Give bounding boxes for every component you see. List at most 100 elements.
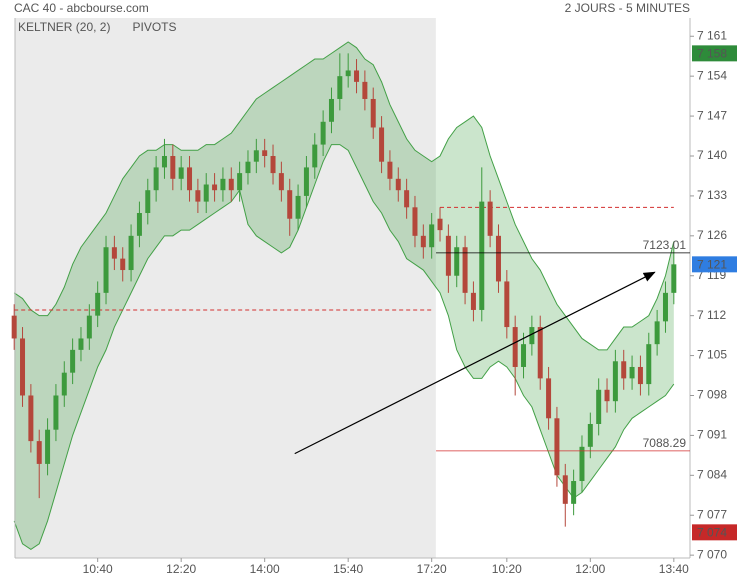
candle-body xyxy=(203,184,209,202)
candle-body xyxy=(470,292,476,310)
y-tick-label: 7 154 xyxy=(697,68,727,82)
candle-body xyxy=(212,184,218,191)
candle-body xyxy=(195,190,201,202)
candle-body xyxy=(262,150,268,156)
candle-body xyxy=(337,76,343,99)
candle-body xyxy=(345,70,351,77)
price-tag-label: 7 074 xyxy=(697,526,727,540)
candle-body xyxy=(429,224,435,248)
x-tick-label: 12:20 xyxy=(166,562,196,576)
candle-body xyxy=(370,98,376,128)
y-tick-label: 7 091 xyxy=(697,428,727,442)
candle-body xyxy=(554,418,560,476)
y-tick-label: 7 084 xyxy=(697,467,727,481)
candle-body xyxy=(303,167,309,196)
chart-subtitle: 2 JOURS - 5 MINUTES xyxy=(565,1,690,15)
candle-body xyxy=(420,235,426,248)
candle-body xyxy=(170,155,176,179)
y-tick-label: 7 070 xyxy=(697,547,727,561)
candle-body xyxy=(571,481,577,504)
y-tick-label: 7 147 xyxy=(697,108,727,122)
candle-body xyxy=(103,247,109,293)
candle-body xyxy=(120,258,126,271)
candle-body xyxy=(671,264,677,293)
legend-entry: PIVOTS xyxy=(132,20,176,34)
candle-body xyxy=(78,338,84,350)
candle-body xyxy=(537,327,543,379)
price-tag xyxy=(692,256,737,273)
candle-body xyxy=(629,366,635,379)
background-layer xyxy=(15,18,436,558)
candle-body xyxy=(637,366,643,385)
y-tick-label: 7 126 xyxy=(697,228,727,242)
candle-body xyxy=(512,327,518,367)
candle-body xyxy=(128,235,134,271)
candle-body xyxy=(312,144,318,168)
x-tick-label: 10:20 xyxy=(492,562,522,576)
candle-body xyxy=(604,389,610,402)
y-tick-label: 7 105 xyxy=(697,348,727,362)
candle-body xyxy=(20,338,26,396)
keltner-upper xyxy=(13,41,675,351)
x-tick-label: 12:00 xyxy=(575,562,605,576)
candle-body xyxy=(529,327,535,345)
x-tick-label: 13:40 xyxy=(659,562,689,576)
chart-title: CAC 40 - abcbourse.com xyxy=(14,1,149,15)
candle-body xyxy=(187,167,193,191)
candle-body xyxy=(562,475,568,504)
candle-body xyxy=(404,190,410,208)
candle-body xyxy=(145,190,151,214)
candle-body xyxy=(462,247,468,293)
level-label: 7088.29 xyxy=(643,436,687,450)
candle-body xyxy=(445,235,451,276)
price-tag xyxy=(692,45,737,62)
candle-body xyxy=(487,201,493,236)
candle-body xyxy=(587,423,593,447)
x-tick-label: 17:20 xyxy=(417,562,447,576)
candle-body xyxy=(328,98,334,122)
y-tick-label: 7 112 xyxy=(697,308,726,322)
candle-body xyxy=(111,247,117,259)
candle-body xyxy=(654,321,660,345)
level-label: 7123.01 xyxy=(643,238,687,252)
candle-body xyxy=(596,389,602,424)
candle-body xyxy=(362,81,368,99)
price-tag-label: 7 121 xyxy=(697,258,727,272)
candle-body xyxy=(646,344,652,385)
candle-body xyxy=(412,207,418,236)
candle-body xyxy=(437,218,443,231)
candle-body xyxy=(621,361,627,379)
candle-body xyxy=(495,235,501,282)
candle-body xyxy=(228,178,234,191)
candle-body xyxy=(579,446,585,482)
candle-body xyxy=(278,173,284,191)
price-tag xyxy=(692,524,737,541)
trendline xyxy=(294,271,656,455)
candle-body xyxy=(387,161,393,179)
candle-body xyxy=(504,281,510,328)
candle-body xyxy=(662,292,668,322)
y-tick-label: 7 161 xyxy=(697,28,727,42)
candle-body xyxy=(220,178,226,191)
candle-body xyxy=(395,178,401,191)
candle-body xyxy=(454,247,460,276)
candle-body xyxy=(161,155,167,168)
candle-body xyxy=(521,344,527,367)
candle-body xyxy=(245,161,251,174)
candle-body xyxy=(253,150,259,162)
x-tick-label: 15:40 xyxy=(333,562,363,576)
candle-body xyxy=(153,167,159,191)
candle-body xyxy=(354,70,360,82)
y-tick-label: 7 098 xyxy=(697,388,727,402)
candle-body xyxy=(61,372,67,396)
candle-body xyxy=(53,395,59,430)
candle-body xyxy=(612,361,618,402)
candle-body xyxy=(546,378,552,419)
x-tick-label: 14:00 xyxy=(250,562,280,576)
candle-body xyxy=(36,441,42,464)
candle-body xyxy=(270,155,276,174)
price-tag-label: 7 158 xyxy=(697,47,727,61)
candle-body xyxy=(320,121,326,145)
